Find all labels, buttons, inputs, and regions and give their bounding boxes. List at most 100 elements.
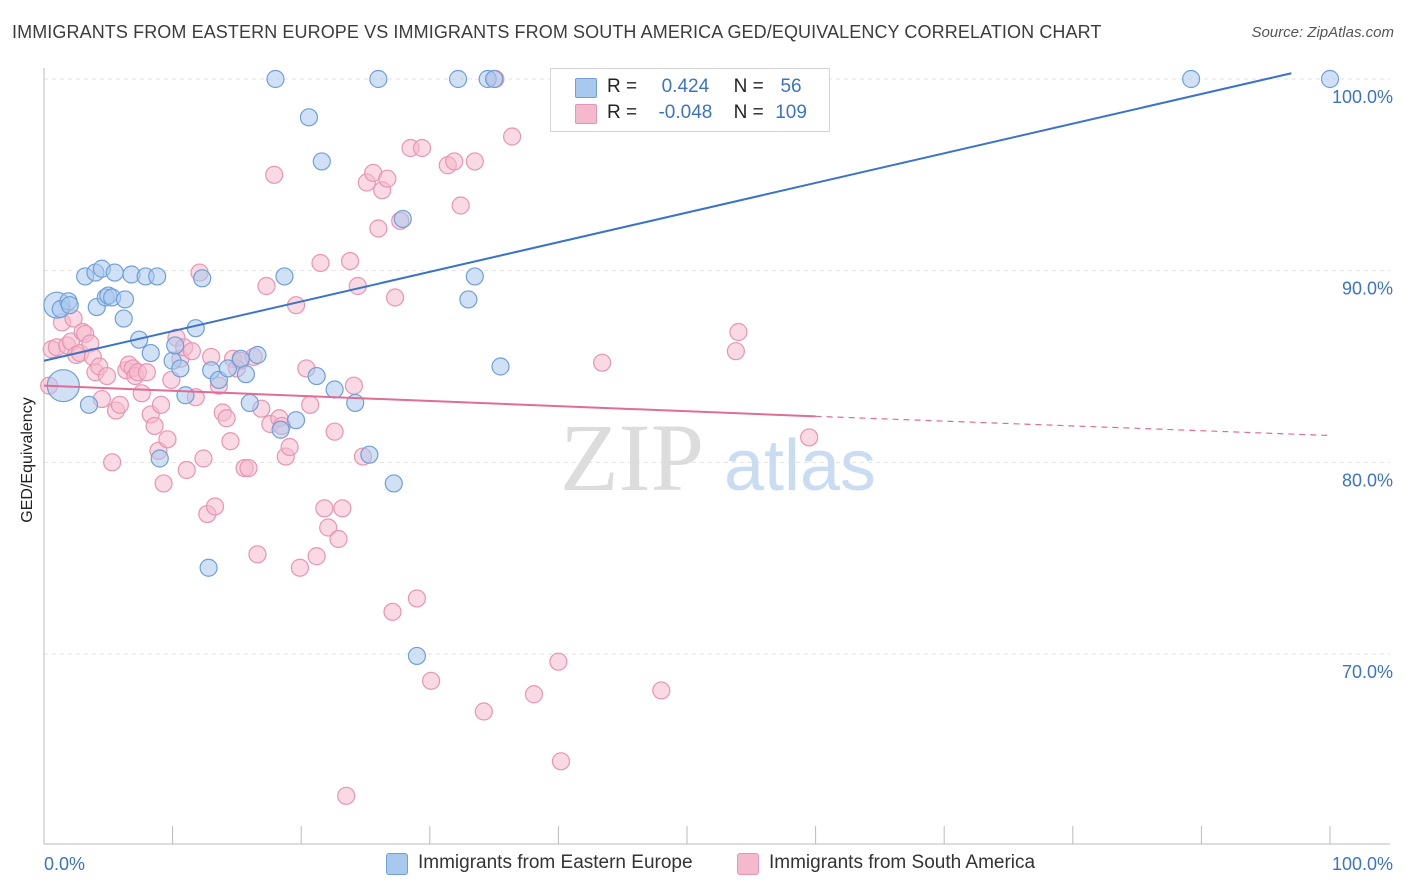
data-point bbox=[290, 558, 310, 577]
data-point bbox=[369, 69, 388, 89]
data-point bbox=[465, 152, 484, 171]
data-point bbox=[166, 336, 185, 355]
chart-title: IMMIGRANTS FROM EASTERN EUROPE VS IMMIGR… bbox=[12, 22, 1102, 42]
data-point bbox=[393, 209, 412, 229]
data-point bbox=[218, 359, 237, 378]
data-point bbox=[1320, 69, 1340, 89]
data-point bbox=[176, 386, 195, 405]
eastern-europe-points bbox=[43, 69, 1340, 666]
data-point bbox=[266, 69, 285, 89]
data-point bbox=[485, 69, 504, 89]
data-point bbox=[325, 422, 344, 441]
watermark-zip: ZIP bbox=[560, 404, 704, 511]
data-point bbox=[114, 309, 133, 328]
data-point bbox=[593, 353, 612, 372]
n-value: 109 bbox=[775, 102, 807, 123]
data-point bbox=[271, 420, 290, 439]
r-value: -0.048 bbox=[658, 102, 713, 123]
trend-line bbox=[43, 384, 816, 418]
y-tick-label: 80.0% bbox=[1342, 470, 1393, 490]
data-point bbox=[240, 393, 259, 413]
data-point bbox=[265, 165, 284, 184]
data-point bbox=[385, 288, 405, 307]
data-point bbox=[193, 269, 212, 288]
pink-swatch bbox=[575, 104, 597, 124]
data-point bbox=[280, 437, 299, 457]
data-point bbox=[311, 253, 330, 273]
data-point bbox=[171, 359, 190, 378]
data-point bbox=[177, 460, 196, 480]
data-point bbox=[503, 127, 522, 146]
data-point bbox=[407, 589, 427, 608]
data-point bbox=[551, 752, 571, 771]
data-point bbox=[239, 458, 258, 478]
data-point bbox=[360, 445, 379, 464]
data-point bbox=[421, 671, 441, 690]
data-point bbox=[110, 395, 129, 414]
data-point bbox=[474, 702, 493, 721]
y-tick-label: 70.0% bbox=[1342, 662, 1393, 682]
data-point bbox=[312, 152, 331, 171]
data-point bbox=[115, 290, 135, 309]
zipatlas-watermark: ZIP atlas bbox=[560, 404, 876, 511]
data-point bbox=[325, 380, 344, 399]
data-point bbox=[800, 428, 819, 447]
data-point bbox=[145, 416, 164, 436]
y-tick-label: 100.0% bbox=[1332, 87, 1393, 107]
data-point bbox=[307, 547, 326, 566]
data-point bbox=[378, 169, 397, 188]
n-label: N = bbox=[733, 76, 764, 97]
data-point bbox=[97, 366, 117, 386]
data-point bbox=[182, 342, 201, 361]
data-point bbox=[286, 296, 306, 315]
stats-legend: R = 0.424 N = 56 R = -0.048 N = 109 bbox=[550, 68, 830, 132]
data-point bbox=[236, 365, 256, 384]
data-point bbox=[150, 449, 169, 468]
data-point bbox=[141, 343, 160, 363]
data-point bbox=[151, 395, 171, 414]
data-point bbox=[221, 432, 240, 451]
data-point bbox=[105, 263, 124, 282]
n-value: 56 bbox=[780, 76, 802, 97]
data-point bbox=[383, 602, 402, 621]
data-point bbox=[301, 395, 320, 414]
data-point bbox=[60, 296, 79, 315]
data-point bbox=[299, 108, 319, 127]
data-point bbox=[412, 138, 432, 158]
data-point bbox=[491, 357, 510, 376]
x-tick-label: 100.0% bbox=[1332, 854, 1393, 874]
data-point bbox=[407, 646, 427, 666]
watermark-atlas: atlas bbox=[724, 426, 876, 506]
data-point bbox=[726, 342, 745, 361]
y-tick-label: 90.0% bbox=[1342, 279, 1393, 299]
blue-swatch bbox=[575, 78, 597, 98]
legend-label: Immigrants from South America bbox=[769, 852, 1036, 873]
data-point bbox=[448, 69, 468, 89]
data-point bbox=[205, 497, 225, 516]
data-point bbox=[248, 545, 267, 564]
trend-line bbox=[43, 72, 1292, 362]
data-point bbox=[329, 529, 348, 549]
data-point bbox=[445, 152, 464, 171]
r-label: R = bbox=[607, 76, 638, 97]
data-point bbox=[524, 685, 544, 704]
data-point bbox=[348, 276, 367, 296]
data-point bbox=[231, 349, 250, 368]
data-point bbox=[369, 219, 388, 238]
data-point bbox=[333, 499, 352, 518]
data-point bbox=[137, 363, 156, 382]
r-label: R = bbox=[607, 102, 638, 123]
pink-swatch bbox=[737, 853, 759, 875]
axes bbox=[43, 68, 1390, 845]
r-value: 0.424 bbox=[661, 76, 710, 97]
source-credit: Source: ZipAtlas.com bbox=[1251, 24, 1394, 41]
data-point bbox=[79, 395, 99, 414]
data-point bbox=[132, 384, 151, 403]
x-tick-label: 0.0% bbox=[44, 854, 85, 874]
data-point bbox=[465, 267, 484, 286]
trend-line-extension bbox=[815, 415, 1331, 437]
data-point bbox=[275, 267, 294, 286]
data-point bbox=[729, 322, 748, 342]
data-point bbox=[217, 409, 236, 428]
